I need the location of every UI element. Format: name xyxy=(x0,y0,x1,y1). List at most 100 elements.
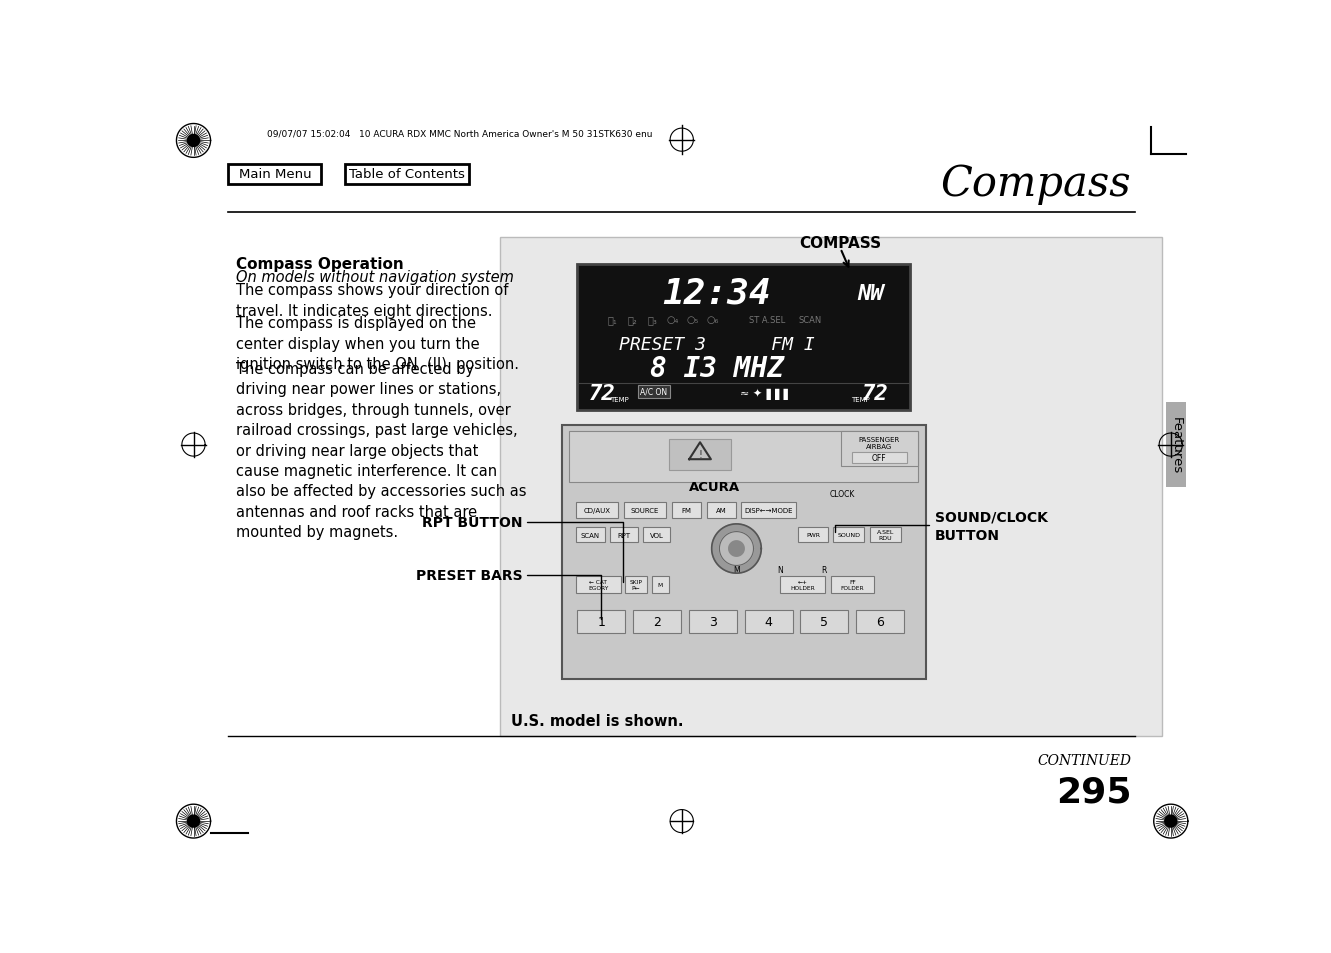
Bar xyxy=(1166,403,1186,487)
Bar xyxy=(626,577,647,594)
Text: 1: 1 xyxy=(598,616,606,629)
Text: The compass can be affected by
driving near power lines or stations,
across brid: The compass can be affected by driving n… xyxy=(236,361,527,539)
Bar xyxy=(611,527,638,543)
Bar xyxy=(856,611,904,634)
Text: SKIP
P←: SKIP P← xyxy=(630,579,643,591)
Text: M: M xyxy=(733,565,740,574)
Text: SCAN: SCAN xyxy=(580,532,600,538)
Text: 2: 2 xyxy=(654,616,662,629)
Bar xyxy=(669,439,731,471)
Text: ⓟ₁: ⓟ₁ xyxy=(607,314,616,325)
Polygon shape xyxy=(720,532,753,566)
Text: CLOCK: CLOCK xyxy=(829,490,855,498)
Text: ← CAT
EGORY: ← CAT EGORY xyxy=(588,579,608,591)
Bar xyxy=(741,503,796,518)
Text: 72: 72 xyxy=(862,384,889,403)
Text: NW: NW xyxy=(857,284,884,304)
Text: PRESET BARS: PRESET BARS xyxy=(417,569,523,583)
Text: PASSENGER
AIRBAG: PASSENGER AIRBAG xyxy=(858,436,900,449)
Text: COMPASS: COMPASS xyxy=(800,235,881,251)
Bar xyxy=(643,527,669,543)
Text: ⓟ₃: ⓟ₃ xyxy=(647,314,658,325)
Polygon shape xyxy=(188,816,200,827)
Text: ST A.SEL: ST A.SEL xyxy=(749,315,785,324)
Bar xyxy=(672,503,701,518)
Text: SOUND/CLOCK
BUTTON: SOUND/CLOCK BUTTON xyxy=(936,510,1047,542)
Bar xyxy=(578,611,626,634)
Bar xyxy=(634,611,681,634)
Text: FM: FM xyxy=(681,508,691,514)
Text: VOL: VOL xyxy=(650,532,663,538)
Text: ○₆: ○₆ xyxy=(707,314,719,325)
Polygon shape xyxy=(188,135,200,147)
Bar xyxy=(799,527,828,543)
Bar xyxy=(652,577,668,594)
Bar xyxy=(833,527,864,543)
Text: 09/07/07 15:02:04   10 ACURA RDX MMC North America Owner's M 50 31STK630 enu: 09/07/07 15:02:04 10 ACURA RDX MMC North… xyxy=(268,129,652,138)
Text: FF
FOLDER: FF FOLDER xyxy=(841,579,864,591)
Text: Compass: Compass xyxy=(941,163,1131,205)
Text: 5: 5 xyxy=(820,616,828,629)
Text: SOUND: SOUND xyxy=(837,533,860,537)
Bar xyxy=(570,432,918,482)
Bar xyxy=(869,527,901,543)
Text: M: M xyxy=(658,582,663,588)
Bar xyxy=(575,503,618,518)
Bar xyxy=(229,164,321,184)
Text: CONTINUED: CONTINUED xyxy=(1037,754,1131,767)
Bar xyxy=(832,577,874,594)
Text: 72: 72 xyxy=(588,384,615,403)
Text: RPT BUTTON: RPT BUTTON xyxy=(422,515,523,529)
Bar xyxy=(624,503,667,518)
Text: The compass shows your direction of
travel. It indicates eight directions.: The compass shows your direction of trav… xyxy=(236,283,508,318)
Bar xyxy=(562,426,926,679)
Bar xyxy=(578,264,910,411)
Text: 6: 6 xyxy=(876,616,884,629)
Bar xyxy=(575,527,606,543)
Text: PWR: PWR xyxy=(807,533,820,537)
Bar xyxy=(499,237,1162,736)
Text: 4: 4 xyxy=(764,616,772,629)
Text: SOURCE: SOURCE xyxy=(631,508,659,514)
Text: TEMP: TEMP xyxy=(851,396,869,403)
Bar xyxy=(345,164,469,184)
Text: 12:34: 12:34 xyxy=(663,276,772,311)
Text: DISP←→MODE: DISP←→MODE xyxy=(744,508,793,514)
Bar xyxy=(800,611,848,634)
Polygon shape xyxy=(729,541,744,557)
Text: !: ! xyxy=(697,450,701,459)
Text: Features: Features xyxy=(1170,416,1182,474)
Bar xyxy=(852,453,906,463)
Text: ○₄: ○₄ xyxy=(667,314,679,325)
Text: Table of Contents: Table of Contents xyxy=(349,168,465,181)
Text: 3: 3 xyxy=(709,616,716,629)
Text: The compass is displayed on the
center display when you turn the
ignition switch: The compass is displayed on the center d… xyxy=(236,315,519,372)
Text: N: N xyxy=(777,565,783,574)
Text: TEMP: TEMP xyxy=(611,396,630,403)
Text: A.SEL
RDU: A.SEL RDU xyxy=(877,530,894,540)
Text: ACURA: ACURA xyxy=(689,481,740,494)
Bar xyxy=(707,503,736,518)
Text: On models without navigation system: On models without navigation system xyxy=(236,270,514,285)
Bar xyxy=(744,611,792,634)
Text: RPT: RPT xyxy=(618,532,631,538)
Bar xyxy=(575,577,620,594)
Text: R: R xyxy=(821,565,827,574)
Text: CD/AUX: CD/AUX xyxy=(583,508,611,514)
Text: AM: AM xyxy=(716,508,727,514)
Text: ⓟ₂: ⓟ₂ xyxy=(627,314,638,325)
Bar xyxy=(638,386,669,398)
Bar xyxy=(688,611,737,634)
Text: A/C ON: A/C ON xyxy=(640,388,667,396)
Text: OFF: OFF xyxy=(872,454,886,463)
Text: ←+
HOLDER: ←+ HOLDER xyxy=(791,579,815,591)
Polygon shape xyxy=(712,524,761,574)
Text: ○₅: ○₅ xyxy=(687,314,699,325)
Text: Main Menu: Main Menu xyxy=(238,168,311,181)
Polygon shape xyxy=(1165,816,1177,827)
Text: 8 I3 MHZ: 8 I3 MHZ xyxy=(650,355,784,382)
Bar xyxy=(780,577,825,594)
Text: Compass Operation: Compass Operation xyxy=(236,256,403,272)
Bar xyxy=(841,432,918,467)
Text: SCAN: SCAN xyxy=(799,315,821,324)
